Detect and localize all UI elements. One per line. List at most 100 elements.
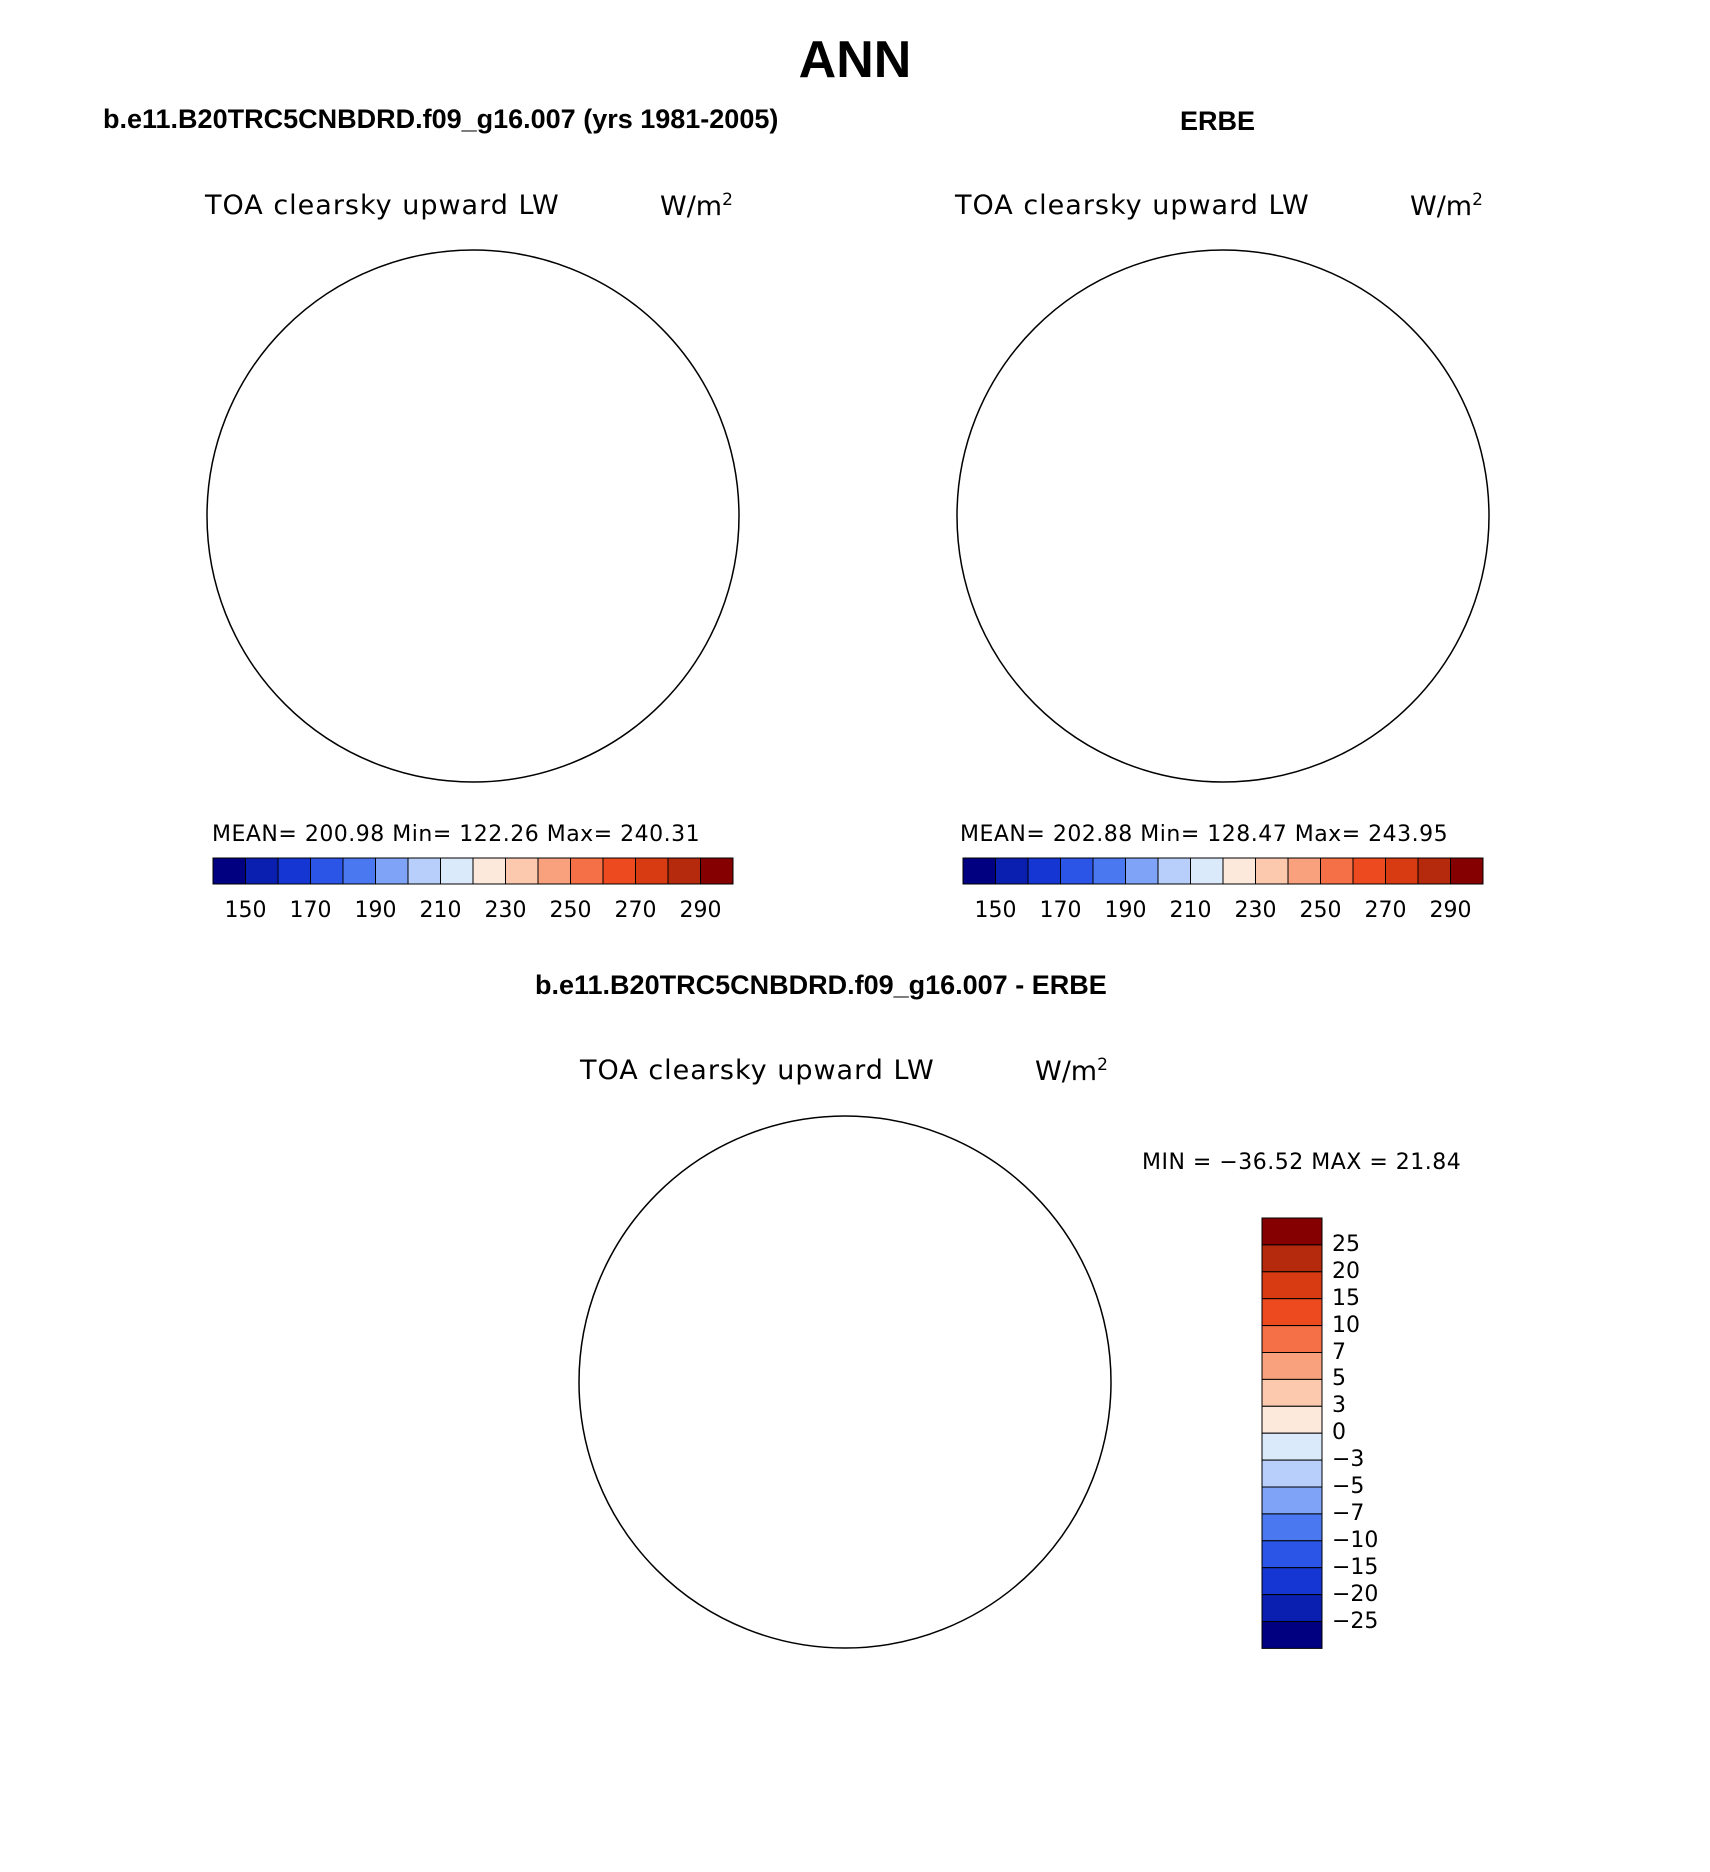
- colorbar-box: [1261, 1405, 1323, 1434]
- colorbar-tick-label: 230: [1234, 898, 1277, 923]
- colorbar-box: [1261, 1621, 1323, 1649]
- colorbar-tick-label: 10: [1332, 1312, 1360, 1338]
- colorbar-box: [1261, 1352, 1323, 1380]
- colorbar-box: [1190, 857, 1224, 885]
- colorbar-tick-label: −10: [1332, 1527, 1379, 1553]
- colorbar-tick-label: 190: [354, 898, 397, 923]
- panel2-colorbar: [962, 857, 1484, 885]
- panel2-map-border: [956, 249, 1490, 783]
- colorbar-tick-label: 190: [1104, 898, 1147, 923]
- colorbar-tick-label: −5: [1332, 1474, 1365, 1499]
- panel1-map: [206, 249, 740, 783]
- colorbar-tick-label: −15: [1332, 1554, 1379, 1580]
- colorbar-tick-label: 3: [1332, 1393, 1346, 1419]
- colorbar-tick-label: 7: [1332, 1339, 1346, 1365]
- colorbar-tick-label: 210: [419, 898, 462, 923]
- colorbar-box: [472, 857, 506, 885]
- panel2-variable: TOA clearsky upward LW: [955, 190, 1310, 221]
- colorbar-tick-label: 15: [1332, 1285, 1360, 1311]
- panel2-stats: MEAN= 202.88 Min= 128.47 Max= 243.95: [960, 822, 1449, 847]
- colorbar-box: [635, 857, 669, 885]
- colorbar-box: [1320, 857, 1354, 885]
- panel1-title: b.e11.B20TRC5CNBDRD.f09_g16.007 (yrs 198…: [103, 104, 779, 134]
- panel2-title: ERBE: [1180, 106, 1256, 136]
- colorbar-box: [1157, 857, 1191, 885]
- colorbar-box: [1261, 1432, 1323, 1461]
- colorbar-box: [245, 857, 279, 885]
- colorbar-tick-label: −25: [1332, 1608, 1379, 1634]
- colorbar-box: [375, 857, 409, 885]
- colorbar-tick-label: 20: [1332, 1258, 1360, 1284]
- panel3-colorbar: [1261, 1217, 1323, 1649]
- colorbar-box: [570, 857, 604, 885]
- colorbar-box: [310, 857, 344, 885]
- colorbar-tick-label: 170: [289, 898, 332, 923]
- panel3-unit: W/m2: [1035, 1055, 1108, 1087]
- colorbar-box: [1255, 857, 1289, 885]
- colorbar-box: [342, 857, 376, 885]
- colorbar-box: [667, 857, 701, 885]
- colorbar-box: [1261, 1217, 1323, 1246]
- main-title: ANN: [798, 31, 912, 89]
- colorbar-tick-label: 150: [224, 898, 267, 923]
- colorbar-box: [1027, 857, 1061, 885]
- colorbar-box: [440, 857, 474, 885]
- colorbar-tick-label: 270: [614, 898, 657, 923]
- colorbar-box: [1287, 857, 1321, 885]
- colorbar-box: [1261, 1540, 1323, 1569]
- colorbar-tick-label: 5: [1332, 1366, 1346, 1392]
- colorbar-tick-label: 150: [974, 898, 1017, 923]
- colorbar-box: [1261, 1298, 1323, 1327]
- panel1-colorbar: [212, 857, 734, 885]
- colorbar-tick-label: 230: [484, 898, 527, 923]
- panel3-stats: MIN = −36.52 MAX = 21.84: [1142, 1150, 1462, 1175]
- colorbar-box: [537, 857, 571, 885]
- colorbar-box: [1352, 857, 1386, 885]
- colorbar-tick-label: −7: [1332, 1500, 1365, 1526]
- colorbar-tick-label: 270: [1364, 898, 1407, 923]
- colorbar-box: [1125, 857, 1159, 885]
- colorbar-tick-label: 290: [1429, 898, 1472, 923]
- colorbar-box: [962, 857, 996, 885]
- colorbar-box: [1261, 1244, 1323, 1273]
- panel1-unit: W/m2: [660, 190, 733, 222]
- panel2-unit: W/m2: [1410, 190, 1483, 222]
- colorbar-tick-label: 170: [1039, 898, 1082, 923]
- panel3-pole-hole: [830, 1367, 860, 1397]
- colorbar-box: [1261, 1513, 1323, 1542]
- colorbar-box: [505, 857, 539, 885]
- colorbar-tick-label: 0: [1332, 1420, 1346, 1446]
- colorbar-box: [1261, 1325, 1323, 1353]
- panel2-map: [956, 249, 1490, 783]
- colorbar-box: [277, 857, 311, 885]
- colorbar-box: [1222, 857, 1256, 885]
- panel1-map-border: [206, 249, 740, 783]
- colorbar-box: [1092, 857, 1126, 885]
- colorbar-box: [1261, 1594, 1323, 1622]
- colorbar-box: [700, 857, 734, 885]
- colorbar-tick-label: −3: [1332, 1447, 1365, 1473]
- colorbar-box: [1261, 1567, 1323, 1596]
- colorbar-box: [1450, 857, 1484, 885]
- colorbar-box: [1261, 1378, 1323, 1407]
- colorbar-box: [1261, 1271, 1323, 1300]
- colorbar-tick-label: 290: [679, 898, 722, 923]
- panel3-variable: TOA clearsky upward LW: [580, 1055, 935, 1086]
- colorbar-box: [407, 857, 441, 885]
- colorbar-box: [1060, 857, 1094, 885]
- colorbar-box: [1261, 1459, 1323, 1488]
- panel2-pole-hole: [1208, 501, 1238, 531]
- colorbar-tick-label: 250: [549, 898, 592, 923]
- panel1-variable: TOA clearsky upward LW: [205, 190, 560, 221]
- colorbar-tick-label: 210: [1169, 898, 1212, 923]
- colorbar-box: [995, 857, 1029, 885]
- colorbar-tick-label: −20: [1332, 1581, 1379, 1607]
- colorbar-box: [602, 857, 636, 885]
- colorbar-tick-label: 25: [1332, 1231, 1360, 1257]
- panel3-title: b.e11.B20TRC5CNBDRD.f09_g16.007 - ERBE: [535, 970, 1107, 1000]
- colorbar-box: [1261, 1486, 1323, 1515]
- colorbar-box: [212, 857, 246, 885]
- colorbar-box: [1385, 857, 1419, 885]
- colorbar-tick-label: 250: [1299, 898, 1342, 923]
